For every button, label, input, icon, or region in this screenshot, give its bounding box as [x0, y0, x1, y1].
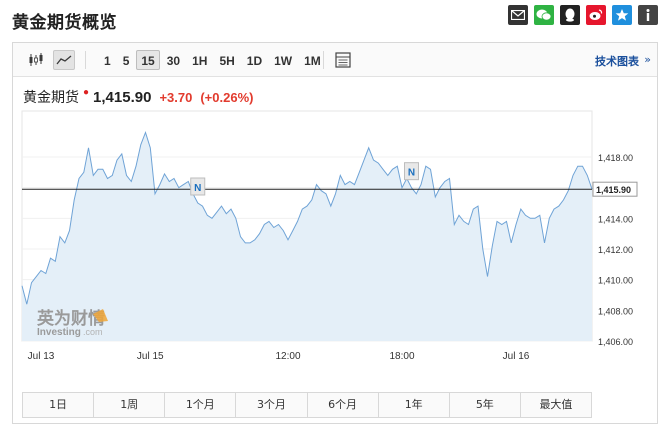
- y-tick-label: 1,418.00: [598, 153, 633, 163]
- data-table-icon[interactable]: [332, 50, 354, 70]
- chart-widget: 1 5 15 30 1H 5H 1D 1W 1M 技术图表 » 英为财情 Investing .co…: [12, 42, 658, 424]
- current-price-tag: [592, 181, 638, 197]
- watermark-domain: .com: [83, 327, 103, 337]
- price-line: [21, 130, 593, 305]
- period-button[interactable]: 6个月: [308, 393, 379, 417]
- news-marker-label: N: [194, 183, 201, 194]
- period-button[interactable]: 5年: [450, 393, 521, 417]
- timeframe-button[interactable]: 1: [104, 54, 111, 68]
- period-selector: 1日 1周 1个月 3个月 6个月 1年 5年 最大值: [22, 392, 592, 418]
- y-tick-label: 1,410.00: [598, 276, 633, 286]
- timeframe-button[interactable]: 5H: [219, 54, 235, 68]
- timeframe-button[interactable]: 15: [136, 50, 160, 70]
- x-tick-label: 18:00: [389, 351, 414, 362]
- info-icon[interactable]: [638, 5, 658, 25]
- period-button[interactable]: 1个月: [165, 393, 237, 417]
- price-change-percent: (+0.26%): [200, 90, 254, 105]
- tech-chart-link[interactable]: 技术图表: [595, 55, 639, 68]
- timeframe-button[interactable]: 1D: [246, 54, 263, 68]
- area-chart-icon[interactable]: [53, 50, 75, 70]
- quote-header: 黄金期货 ● 1,415.90 +3.70 (+0.26%): [23, 87, 253, 107]
- x-tick-label: Jul 15: [137, 351, 164, 362]
- news-marker-icon: [404, 162, 419, 181]
- tech-chart-arrow-icon[interactable]: »: [644, 53, 651, 66]
- y-tick-label: 1,406.00: [598, 337, 633, 347]
- watermark-cn: 英为财情: [37, 308, 105, 329]
- price-change: +3.70: [159, 90, 193, 105]
- period-button[interactable]: 1年: [379, 393, 450, 417]
- timeframe-group: 1 5 15 30 1H 5H 1D 1W 1M: [99, 50, 328, 70]
- x-tick-label: 12:00: [275, 351, 300, 362]
- x-tick-label: Jul 16: [503, 351, 530, 362]
- email-share-icon[interactable]: [508, 5, 528, 25]
- share-bar: [508, 5, 658, 25]
- timeframe-button[interactable]: 30: [166, 54, 181, 68]
- watermark-en: Investing: [37, 327, 81, 338]
- x-tick-label: Jul 13: [28, 351, 55, 362]
- news-marker-label: N: [408, 168, 415, 179]
- period-button[interactable]: 1日: [23, 393, 95, 417]
- toolbar-divider: [85, 51, 86, 69]
- y-tick-label: 1,408.00: [598, 306, 633, 316]
- timeframe-button[interactable]: 1M: [304, 54, 321, 68]
- weibo-share-icon[interactable]: [586, 5, 606, 25]
- instrument-name: 黄金期货: [23, 90, 79, 106]
- timeframe-button[interactable]: 1H: [192, 54, 208, 68]
- live-marker-icon: ●: [83, 87, 90, 98]
- y-tick-label: 1,412.00: [598, 245, 633, 255]
- qzone-share-icon[interactable]: [612, 5, 632, 25]
- period-button[interactable]: 最大值: [539, 398, 573, 411]
- watermark-logo-icon: [93, 309, 108, 322]
- period-button[interactable]: 1周: [94, 393, 166, 417]
- qq-share-icon[interactable]: [560, 5, 580, 25]
- current-price-tag-label: 1,415.90: [596, 185, 631, 195]
- last-price: 1,415.90: [93, 89, 152, 106]
- chart-toolbar: 1 5 15 30 1H 5H 1D 1W 1M 技术图表 »: [13, 43, 657, 77]
- y-tick-label: 1,414.00: [598, 214, 633, 224]
- page-title: 黄金期货概览: [12, 13, 117, 33]
- news-marker-icon: [190, 177, 206, 196]
- toolbar-divider: [323, 51, 324, 69]
- price-area: [22, 132, 592, 341]
- period-button[interactable]: 3个月: [236, 393, 308, 417]
- candlestick-chart-icon[interactable]: [25, 50, 47, 70]
- timeframe-button[interactable]: 5: [122, 54, 130, 68]
- wechat-share-icon[interactable]: [534, 5, 554, 25]
- timeframe-button[interactable]: 1W: [274, 54, 293, 68]
